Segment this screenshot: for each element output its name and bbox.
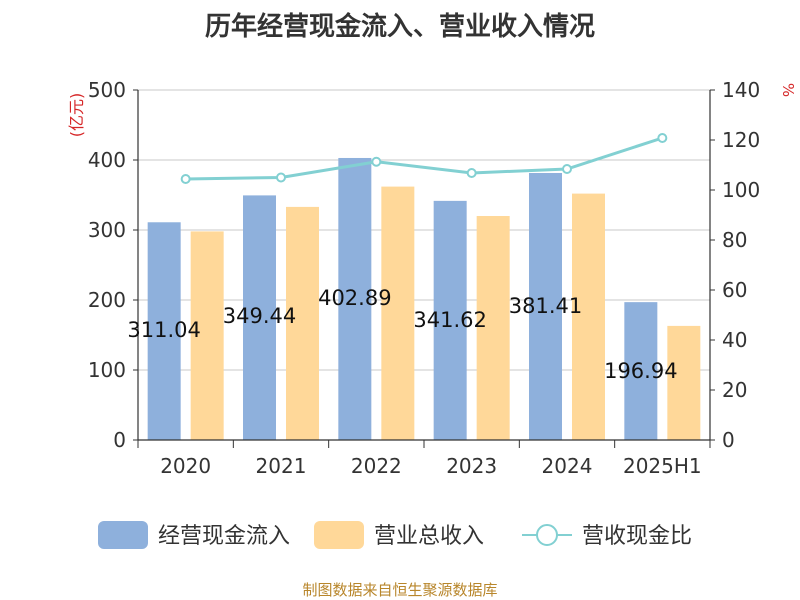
data-label: 311.04 [127,318,200,342]
data-label: 196.94 [604,359,677,383]
y-axis-left-label: (亿元) [67,93,86,138]
y-left-tick-label: 400 [88,148,126,172]
y-right-tick-label: 40 [722,328,747,352]
ratio-point [276,172,286,183]
bar-revenue [381,186,415,440]
x-tick-label: 2020 [160,454,211,478]
ratio-point [562,164,572,174]
x-tick-label: 2023 [446,454,497,478]
legend-swatch-cash-inflow [98,521,148,549]
bar-revenue [667,325,701,440]
tick-labels: 0 100 200 300 400 500 0 20 40 60 80 100 120 140 2020 20… [88,78,760,478]
data-label: 349.44 [223,304,296,328]
bar-cash-inflow [147,222,181,440]
bar-cash-inflow [529,173,562,440]
axes [133,89,715,448]
y-axis-right-label: % [779,83,797,97]
ratio-point [180,174,191,184]
y-right-tick-label: 140 [722,78,760,102]
bar-series [147,157,701,441]
x-tick-label: 2022 [351,454,402,478]
x-tick-label: 2021 [256,454,307,478]
source-note: 制图数据来自恒生聚源数据库 [302,581,498,599]
bar-cash-inflow [624,302,658,440]
data-label: 341.62 [413,308,486,332]
bar-revenue [190,231,224,440]
line-series [180,133,668,184]
chart-title: 历年经营现金流入、营业收入情况 [204,12,595,42]
bar-revenue [572,193,605,440]
x-tick-label: 2025H1 [623,454,702,478]
data-labels: 311.04 349.44 402.89 341.62 381.41 196.94 [127,286,677,383]
y-left-tick-label: 300 [88,218,126,242]
legend-label: 经营现金流入 [158,524,290,549]
bar-cash-inflow [433,200,467,440]
y-left-tick-label: 100 [88,358,126,382]
y-right-tick-label: 20 [722,378,747,402]
y-left-tick-label: 500 [88,78,126,102]
y-right-tick-label: 60 [722,278,747,302]
legend: 经营现金流入 营业总收入 营收现金比 [98,521,692,549]
y-right-tick-label: 120 [722,128,760,152]
legend-swatch-ratio-marker [536,524,558,546]
bar-revenue [476,216,510,440]
legend-label: 营业总收入 [374,524,484,549]
ratio-point [466,168,477,178]
bar-cash-inflow [338,157,372,441]
gridlines [138,89,710,441]
ratio-point [371,156,382,167]
legend-label: 营收现金比 [582,524,692,549]
bar-revenue [286,206,319,440]
data-label: 402.89 [318,286,391,310]
ratio-line [185,136,663,181]
legend-swatch-revenue [314,521,364,549]
ratio-point [657,133,668,143]
y-right-tick-label: 100 [722,178,760,202]
data-label: 381.41 [509,294,582,318]
y-left-tick-label: 0 [113,428,126,452]
y-right-tick-label: 0 [722,428,735,452]
x-tick-label: 2024 [542,454,593,478]
bar-cash-inflow [243,195,276,440]
y-left-tick-label: 200 [88,288,126,312]
y-right-tick-label: 80 [722,228,747,252]
